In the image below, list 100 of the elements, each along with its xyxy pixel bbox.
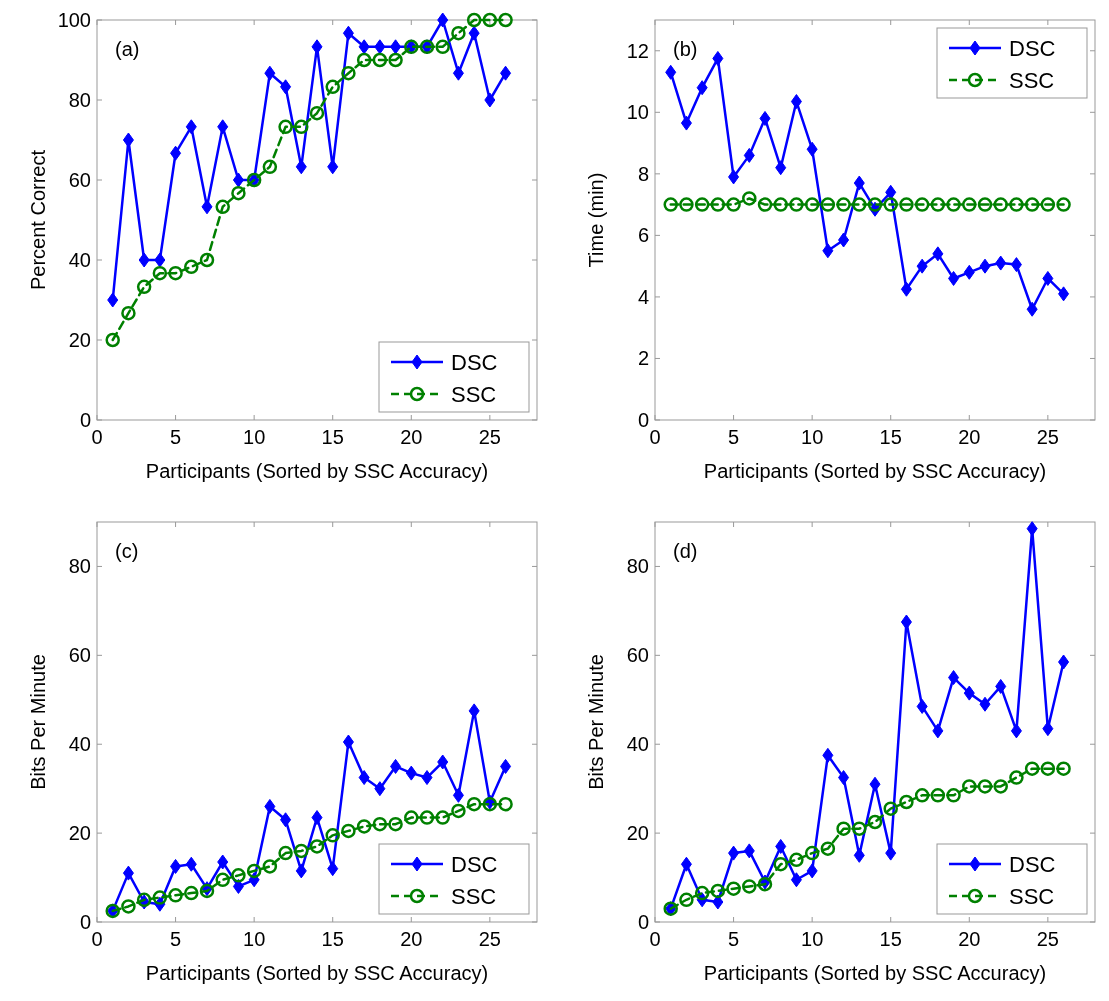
x-tick-label: 5 <box>728 928 740 950</box>
point <box>185 119 197 135</box>
point <box>680 856 692 872</box>
legend-label: SSC <box>451 884 497 909</box>
point <box>372 816 388 832</box>
y-tick-label: 0 <box>79 409 91 431</box>
point <box>789 852 804 868</box>
point <box>356 819 372 834</box>
point <box>867 814 883 830</box>
point <box>327 159 339 175</box>
y-tick-label: 12 <box>626 39 649 62</box>
point <box>838 770 850 786</box>
legend-label: SSC <box>1009 68 1055 93</box>
legend-label: DSC <box>451 852 498 877</box>
y-tick-label: 80 <box>68 555 91 578</box>
point <box>822 747 834 763</box>
point <box>309 839 325 854</box>
annotation: (d) <box>673 540 698 562</box>
y-tick-label: 60 <box>68 169 91 191</box>
point <box>374 39 386 55</box>
y-tick-label: 20 <box>68 822 91 845</box>
point <box>264 798 276 814</box>
point <box>280 812 292 828</box>
point <box>201 199 213 215</box>
point <box>899 794 914 810</box>
point <box>451 25 466 41</box>
annotation: (c) <box>115 540 139 562</box>
x-tick-label: 15 <box>321 928 344 950</box>
legend-label: DSC <box>451 350 498 375</box>
point <box>948 270 960 286</box>
point <box>995 255 1007 271</box>
point <box>1040 197 1056 212</box>
point <box>742 879 757 894</box>
y-tick-label: 80 <box>626 555 649 578</box>
point <box>963 685 975 701</box>
legend-label: SSC <box>1009 884 1055 909</box>
point <box>452 787 464 803</box>
point <box>679 197 694 212</box>
point <box>1024 197 1040 212</box>
point <box>435 39 450 55</box>
x-tick-label: 5 <box>170 928 182 950</box>
point <box>757 197 773 212</box>
point <box>341 65 356 81</box>
y-tick-label: 2 <box>637 347 649 370</box>
point <box>231 185 246 201</box>
point <box>232 878 244 894</box>
point <box>452 65 464 81</box>
point <box>710 883 726 899</box>
point <box>743 147 755 163</box>
point <box>280 79 292 95</box>
point <box>498 12 513 28</box>
point <box>932 723 944 739</box>
point <box>388 816 403 832</box>
point <box>309 105 325 121</box>
point <box>498 796 513 812</box>
x-tick-label: 25 <box>1036 426 1059 448</box>
point <box>311 810 323 826</box>
y-tick-label: 60 <box>626 644 649 667</box>
point <box>105 332 120 348</box>
point <box>1056 197 1071 212</box>
point <box>852 197 867 212</box>
point <box>993 197 1008 212</box>
point <box>217 854 229 870</box>
x-tick-label: 10 <box>243 928 266 950</box>
point <box>437 754 449 770</box>
y-tick-label: 0 <box>637 409 649 431</box>
point <box>138 252 150 268</box>
point <box>170 145 182 161</box>
point <box>712 50 724 66</box>
point <box>1056 761 1071 776</box>
point <box>1026 301 1038 317</box>
point <box>948 670 960 686</box>
annotation: (b) <box>673 38 698 60</box>
point <box>121 899 136 914</box>
y-tick-label: 60 <box>68 644 91 667</box>
point <box>1042 721 1054 737</box>
x-axis-title: Participants (Sorted by SSC Accuracy) <box>145 962 489 984</box>
point <box>853 175 865 191</box>
x-tick-label: 20 <box>958 928 981 950</box>
point <box>325 828 340 843</box>
point <box>979 258 991 274</box>
point <box>930 197 946 212</box>
point <box>358 770 370 786</box>
point <box>979 696 991 712</box>
point <box>231 868 246 883</box>
point <box>419 810 435 825</box>
y-tick-label: 100 <box>57 9 91 31</box>
point <box>883 801 898 816</box>
point <box>184 885 199 901</box>
y-tick-label: 40 <box>626 733 649 756</box>
point <box>390 39 402 55</box>
point <box>136 279 152 295</box>
point <box>1009 197 1024 212</box>
point <box>168 265 183 281</box>
point <box>726 197 741 212</box>
point <box>199 252 215 268</box>
x-tick-label: 5 <box>728 426 740 448</box>
x-tick-label: 20 <box>958 426 981 448</box>
point <box>246 863 262 879</box>
point <box>185 856 197 872</box>
